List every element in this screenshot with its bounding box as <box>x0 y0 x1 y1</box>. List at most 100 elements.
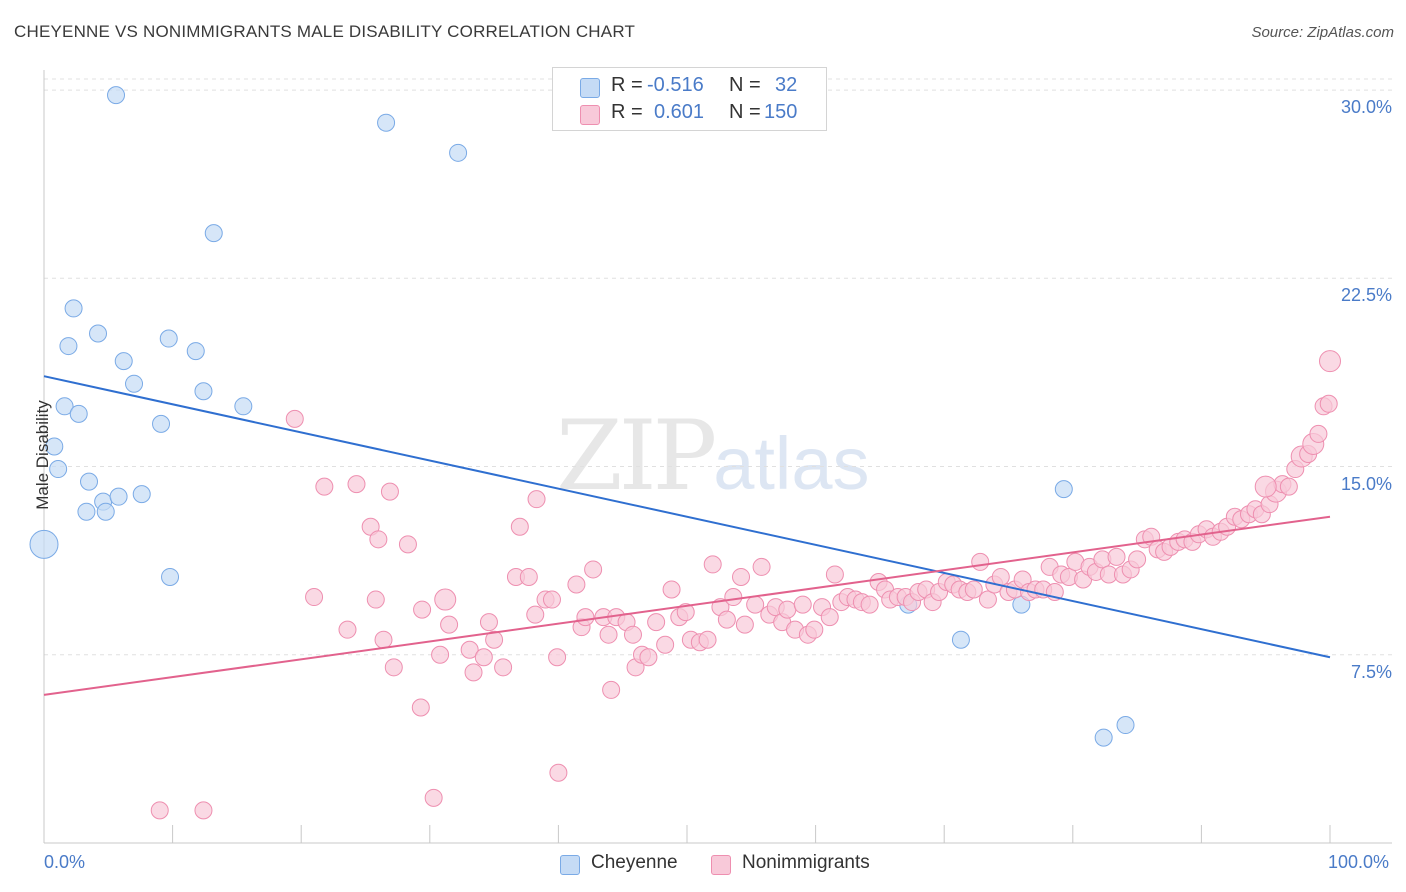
n-label: N = <box>729 101 761 123</box>
data-point <box>576 608 595 627</box>
data-point <box>186 342 205 361</box>
watermark-atlas: atlas <box>713 422 870 505</box>
data-point <box>161 567 180 586</box>
data-point <box>59 337 78 356</box>
data-point <box>662 580 681 599</box>
data-point <box>347 475 366 494</box>
data-point <box>1107 547 1126 566</box>
data-point <box>1254 475 1277 498</box>
data-point <box>978 590 997 609</box>
data-point <box>599 625 618 644</box>
data-point <box>752 557 771 576</box>
data-point <box>89 324 108 343</box>
data-point <box>366 590 385 609</box>
r-label: R = <box>611 101 643 123</box>
data-point <box>703 555 722 574</box>
data-point <box>1319 394 1338 413</box>
data-point <box>96 502 115 521</box>
data-point <box>377 113 396 132</box>
data-point <box>485 630 504 649</box>
r-value: 0.601 <box>654 101 705 123</box>
data-point <box>656 635 675 654</box>
data-point <box>434 588 457 611</box>
data-point <box>384 658 403 677</box>
data-point <box>647 613 666 632</box>
data-point <box>449 143 468 162</box>
legend-label: Nonimmigrants <box>742 852 870 873</box>
data-point <box>150 801 169 820</box>
data-point <box>474 648 493 667</box>
data-point <box>1309 424 1328 443</box>
chart-title: CHEYENNE VS NONIMMIGRANTS MALE DISABILIT… <box>14 22 636 41</box>
data-point <box>125 374 144 393</box>
data-point <box>548 648 567 667</box>
stats-legend: R = -0.516 N = 32 R = 0.601 N = 150 <box>552 67 827 131</box>
data-point <box>1116 716 1135 735</box>
data-point <box>602 680 621 699</box>
data-point <box>542 590 561 609</box>
data-point <box>114 352 133 371</box>
data-point <box>159 329 178 348</box>
data-point <box>735 615 754 634</box>
data-point <box>380 482 399 501</box>
data-point <box>29 529 59 559</box>
data-point <box>234 397 253 416</box>
data-point <box>820 608 839 627</box>
series-nonimmigrants <box>150 350 1341 820</box>
data-point <box>204 224 223 243</box>
r-value: -0.516 <box>647 74 704 96</box>
cheyenne-swatch <box>580 78 600 98</box>
n-value: 150 <box>764 101 798 123</box>
n-label: N = <box>729 74 761 96</box>
x-tick-label-end: 100.0% <box>1328 852 1390 872</box>
stats-row-nonimmigrants: R = 0.601 N = 150 <box>553 101 826 127</box>
data-point <box>971 552 990 571</box>
data-point <box>724 588 743 607</box>
nonimmigrants-swatch <box>580 105 600 125</box>
data-point <box>285 409 304 428</box>
data-point <box>732 567 751 586</box>
chart-source: Source: ZipAtlas.com <box>1251 24 1394 41</box>
data-point <box>49 460 68 479</box>
series-layer <box>29 86 1341 820</box>
data-point <box>1128 550 1147 569</box>
series-cheyenne <box>29 86 1135 747</box>
n-value: 32 <box>775 74 798 96</box>
legend-label: Cheyenne <box>591 852 678 873</box>
data-point <box>369 530 388 549</box>
data-point <box>69 404 88 423</box>
data-point <box>778 600 797 619</box>
data-point <box>107 86 126 105</box>
stats-row-cheyenne: R = -0.516 N = 32 <box>553 74 826 100</box>
data-point <box>1279 477 1298 496</box>
data-point <box>440 615 459 634</box>
y-axis-label: Male Disability <box>32 400 52 510</box>
data-point <box>80 472 99 491</box>
data-point <box>152 414 171 433</box>
data-point <box>584 560 603 579</box>
data-point <box>746 595 765 614</box>
data-point <box>424 788 443 807</box>
data-point <box>431 645 450 664</box>
data-point <box>479 613 498 632</box>
y-tick-label: 30.0% <box>1340 97 1392 118</box>
bottom-legend: Cheyenne Nonimmigrants <box>0 852 1406 878</box>
trend-line-cheyenne <box>43 375 1331 659</box>
data-point <box>793 595 812 614</box>
y-tick-label: 15.0% <box>1340 473 1392 494</box>
data-point <box>315 477 334 496</box>
x-tick-label-start: 0.0% <box>44 852 86 872</box>
data-point <box>717 610 736 629</box>
cheyenne-swatch <box>560 855 580 875</box>
data-point <box>77 502 96 521</box>
data-point <box>411 698 430 717</box>
data-point <box>676 603 695 622</box>
data-point <box>1054 480 1073 499</box>
data-point <box>698 630 717 649</box>
data-point <box>526 605 545 624</box>
data-point <box>464 663 483 682</box>
data-point <box>305 588 324 607</box>
trend-line-nonimmigrants <box>43 515 1331 696</box>
data-point <box>413 600 432 619</box>
